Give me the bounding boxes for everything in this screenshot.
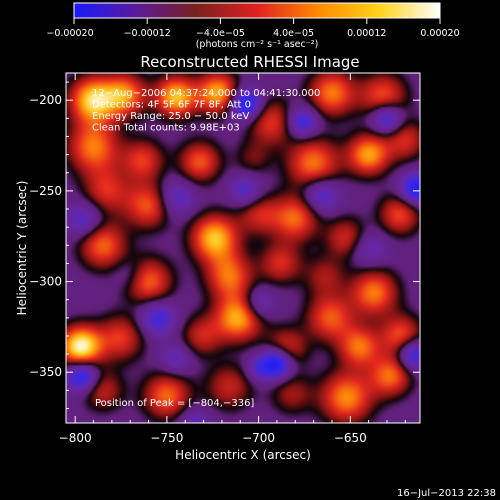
colorbar-gradient [73,2,441,19]
x-axis: −800 −750 −700 −650 [59,73,406,445]
y-tick-label: −300 [29,275,62,289]
colorbar-tick-label: 0.00020 [420,28,459,39]
heatmap-plot-area [66,73,420,423]
x-axis-label: Heliocentric X (arcsec) [175,448,311,462]
annotation-time-range: 12−Aug−2006 04:37:24.000 to 04:41:30.000 [92,88,320,99]
heatmap-image [66,73,420,423]
colorbar-tick-label: −0.00020 [46,28,93,39]
y-tick-label: −250 [29,184,62,198]
plot-axes: −800 −750 −700 −650 −200 −250 −300 −350 [29,72,421,445]
y-axis-label: Heliocentric Y (arcsec) [15,181,29,316]
annotation-detectors: Detectors: 4F 5F 6F 7F 8F, Att 0 [92,100,251,111]
x-tick-label: −800 [59,431,92,445]
footer-date: 16−Jul−2013 22:38 [397,488,496,499]
annotation-clean-counts: Clean Total counts: 9.98E+03 [92,123,240,134]
peak-position-label: Position of Peak = [−804,−336] [95,398,254,409]
colorbar-units: (photons cm⁻² s⁻¹ asec⁻²) [196,39,319,50]
y-axis: −200 −250 −300 −350 [29,81,420,409]
x-tick-label: −650 [334,431,367,445]
colorbar-tick-label: 0.00012 [347,28,386,39]
x-tick-label: −750 [150,431,183,445]
colorbar-tick-labels: −0.00020 −0.00012 −4.0e−05 4.0e−05 0.00012 0.… [46,28,459,39]
colorbar-tick-label: −4.0e−05 [196,28,245,39]
colorbar: −0.00020 −0.00012 −4.0e−05 4.0e−05 0.00012 0.… [46,2,460,50]
colorbar-tick-label: −0.00012 [124,28,171,39]
annotation-energy-range: Energy Range: 25.0 − 50.0 keV [92,111,249,122]
y-tick-label: −350 [29,365,62,379]
y-tick-label: −200 [29,93,62,107]
info-annotations: 12−Aug−2006 04:37:24.000 to 04:41:30.000… [92,88,320,409]
plot-frame [65,72,421,424]
colorbar-tick-label: 4.0e−05 [273,28,314,39]
x-tick-label: −700 [242,431,275,445]
chart-title: Reconstructed RHESSI Image [140,53,359,71]
colorbar-ticks [73,18,441,24]
